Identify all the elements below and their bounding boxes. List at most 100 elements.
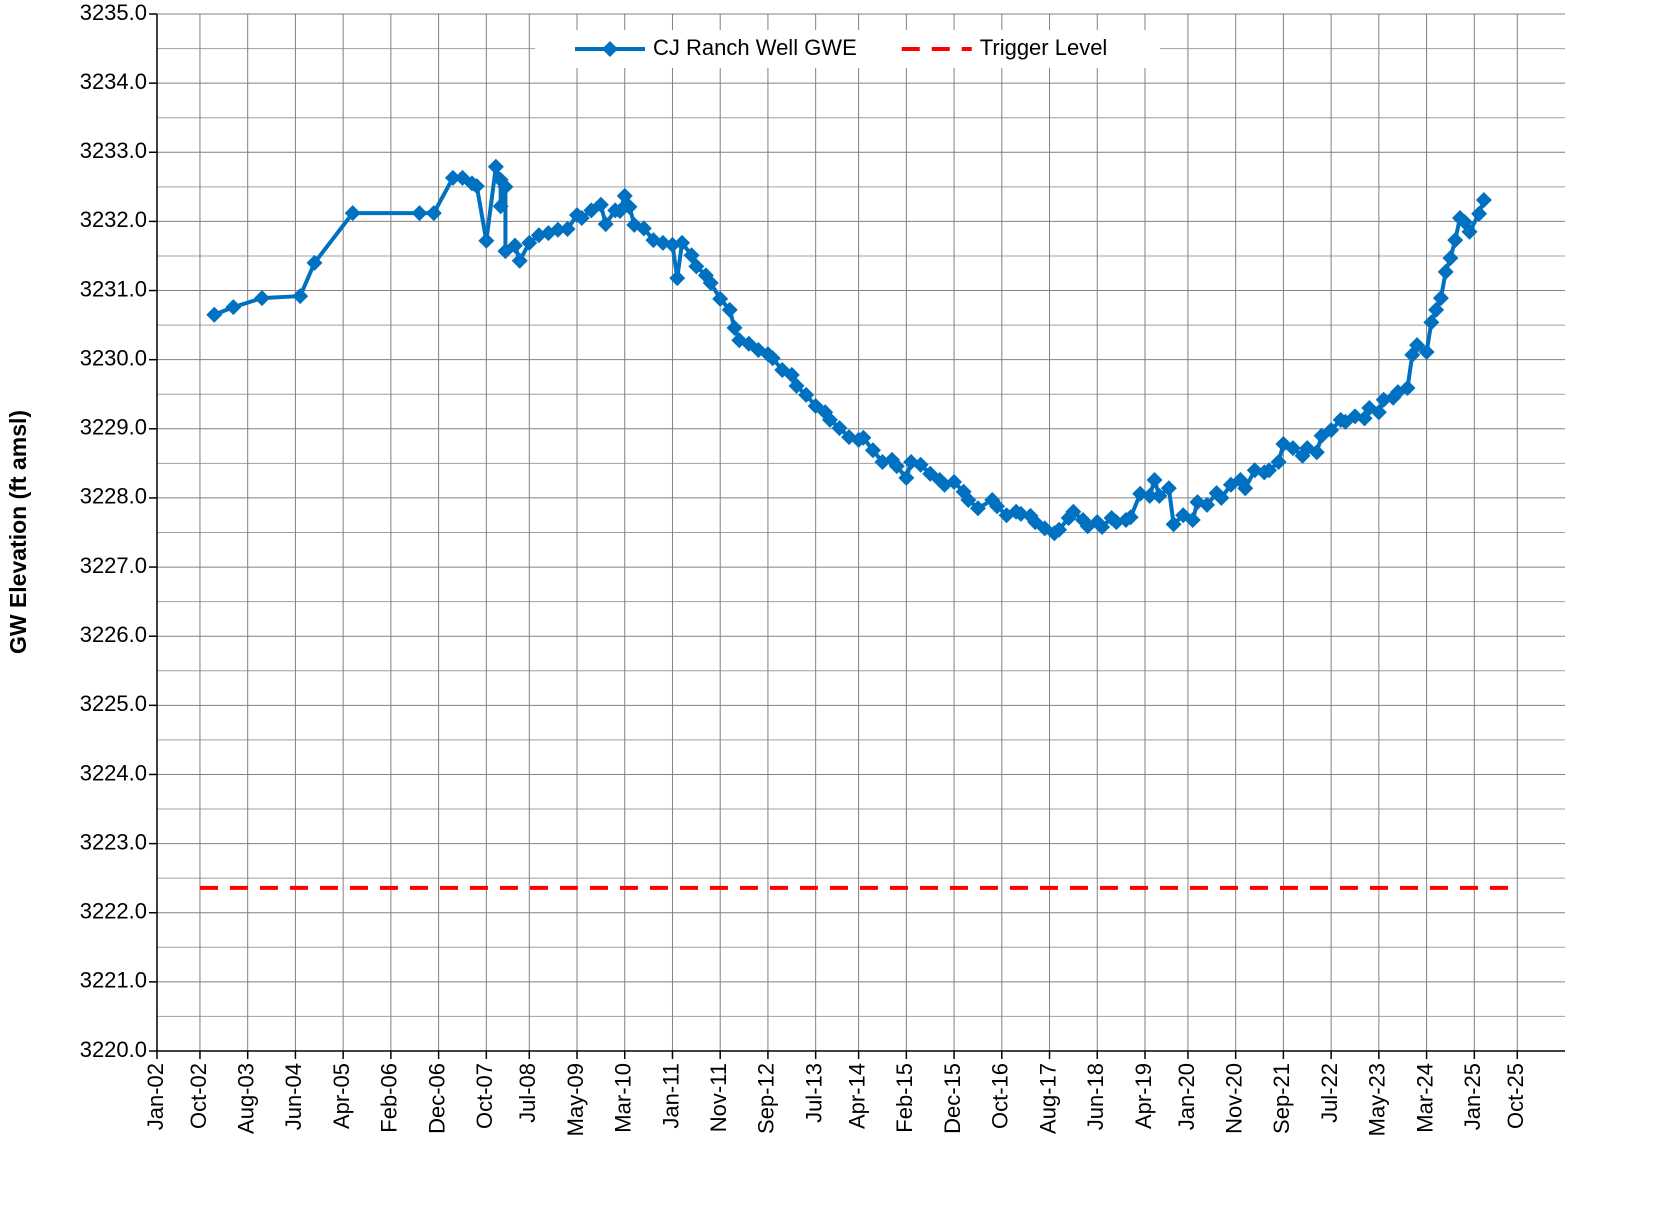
data-point — [1428, 301, 1445, 318]
y-tick-label: 3233.0 — [80, 138, 147, 163]
data-point — [549, 221, 566, 238]
data-point — [592, 196, 609, 213]
x-tick-label: May-23 — [1365, 1063, 1390, 1136]
data-point — [1141, 487, 1158, 504]
y-tick-label: 3224.0 — [80, 760, 147, 785]
y-tick-label: 3226.0 — [80, 622, 147, 647]
data-point — [1184, 512, 1201, 529]
data-point — [946, 474, 963, 491]
data-point — [492, 198, 509, 215]
x-tick-label: Jul-22 — [1317, 1063, 1342, 1123]
x-tick-label: Nov-11 — [706, 1063, 731, 1132]
x-tick-label: Feb-15 — [892, 1063, 917, 1133]
data-point — [1122, 509, 1139, 526]
x-tick-label: Apr-19 — [1131, 1063, 1156, 1129]
x-tick-label: Sep-12 — [754, 1063, 779, 1134]
data-point — [573, 209, 590, 226]
data-point — [506, 237, 523, 254]
data-point — [702, 274, 719, 291]
x-tick-label: Dec-06 — [424, 1063, 449, 1134]
x-tick-label: Oct-16 — [988, 1063, 1013, 1129]
x-tick-label: Jun-04 — [281, 1063, 306, 1130]
data-point — [1432, 290, 1449, 307]
x-tick-label: May-09 — [563, 1063, 588, 1136]
data-point — [898, 469, 915, 486]
data-point — [726, 319, 743, 336]
data-point — [1475, 191, 1492, 208]
x-tick-label: Jan-20 — [1174, 1063, 1199, 1130]
y-tick-label: 3228.0 — [80, 484, 147, 509]
x-tick-label: Jan-25 — [1460, 1063, 1485, 1130]
x-tick-label: Oct-07 — [472, 1063, 497, 1129]
data-point — [1418, 344, 1435, 361]
y-axis-label: GW Elevation (ft amsl) — [5, 410, 31, 654]
y-tick-label: 3225.0 — [80, 691, 147, 716]
data-point — [1284, 440, 1301, 457]
x-tick-label: Oct-25 — [1503, 1063, 1528, 1129]
data-point — [521, 234, 538, 251]
legend-label: CJ Ranch Well GWE — [653, 35, 857, 60]
x-tick-label: Apr-14 — [844, 1063, 869, 1129]
data-point — [1471, 205, 1488, 222]
data-point — [855, 429, 872, 446]
data-point — [497, 178, 514, 195]
data-point — [1199, 496, 1216, 513]
data-point — [306, 254, 323, 271]
data-point — [511, 252, 528, 269]
data-point — [1461, 223, 1478, 240]
data-point — [798, 386, 815, 403]
data-point — [912, 456, 929, 473]
x-tick-label: Oct-02 — [186, 1063, 211, 1129]
data-point — [969, 500, 986, 517]
data-point — [888, 458, 905, 475]
data-point — [1165, 516, 1182, 533]
data-point — [1094, 518, 1111, 535]
data-point — [1442, 250, 1459, 267]
x-tick-label: Sep-21 — [1269, 1063, 1294, 1134]
data-point — [635, 220, 652, 237]
data-point — [425, 205, 442, 222]
data-point — [1409, 337, 1426, 354]
data-point — [831, 420, 848, 437]
legend-label: Trigger Level — [980, 35, 1108, 60]
data-point — [674, 234, 691, 251]
data-point — [206, 306, 223, 323]
x-tick-label: Feb-06 — [377, 1063, 402, 1133]
data-point — [960, 492, 977, 509]
data-point — [669, 270, 686, 287]
data-point — [478, 232, 495, 249]
data-point — [1370, 404, 1387, 421]
data-point — [989, 498, 1006, 515]
data-point — [821, 411, 838, 428]
legend-marker — [602, 41, 618, 57]
x-tick-label: Jan-02 — [143, 1063, 168, 1130]
data-point — [344, 205, 361, 222]
x-tick-label: Jan-11 — [658, 1063, 683, 1129]
x-tick-label: Dec-15 — [940, 1063, 965, 1134]
data-point — [1423, 314, 1440, 331]
data-point — [292, 288, 309, 305]
data-point — [1213, 489, 1230, 506]
y-tick-label: 3229.0 — [80, 415, 147, 440]
data-point — [559, 221, 576, 238]
x-tick-label: Jun-18 — [1083, 1063, 1108, 1130]
data-point — [468, 178, 485, 195]
data-point — [1323, 422, 1340, 439]
data-point — [721, 301, 738, 318]
y-tick-label: 3230.0 — [80, 345, 147, 370]
y-tick-label: 3223.0 — [80, 829, 147, 854]
data-point — [1151, 487, 1168, 504]
data-point — [1270, 453, 1287, 470]
y-tick-label: 3220.0 — [80, 1037, 147, 1062]
x-tick-label: Aug-17 — [1035, 1063, 1060, 1134]
data-point — [1447, 232, 1464, 249]
data-point — [444, 169, 461, 186]
y-tick-label: 3234.0 — [80, 69, 147, 94]
y-tick-label: 3231.0 — [80, 276, 147, 301]
data-point — [1051, 521, 1068, 538]
data-point — [487, 158, 504, 175]
x-tick-label: Apr-05 — [329, 1063, 354, 1129]
data-point — [788, 377, 805, 394]
x-tick-label: Jul-08 — [515, 1063, 540, 1123]
